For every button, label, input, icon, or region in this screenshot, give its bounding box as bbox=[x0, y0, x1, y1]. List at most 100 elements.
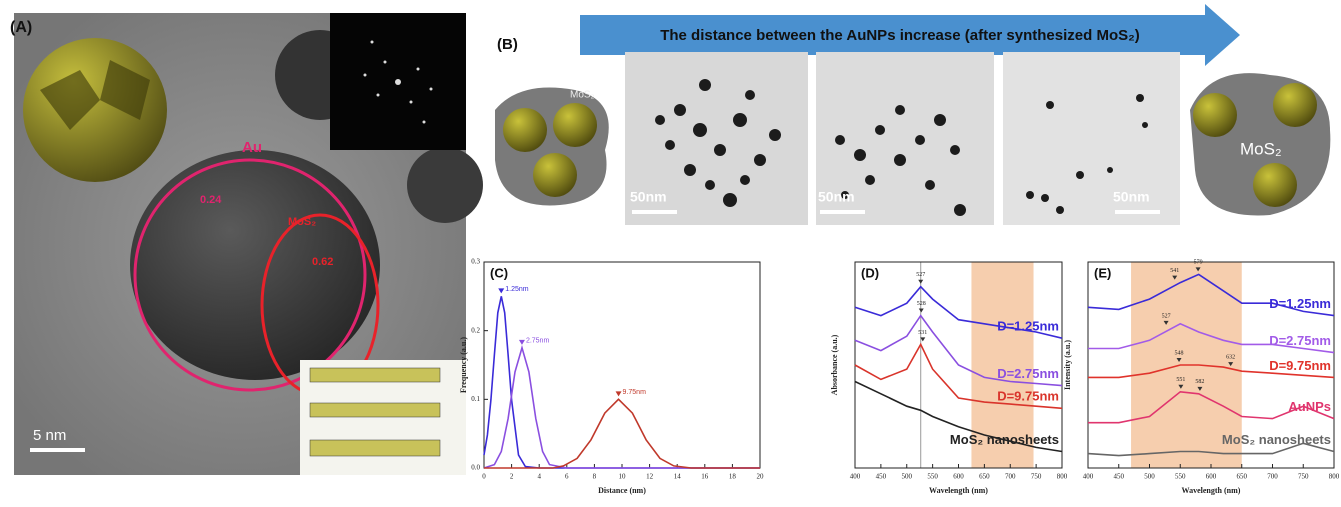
series-label: D=2.75nm bbox=[997, 366, 1059, 381]
scale-label: 5 nm bbox=[33, 427, 66, 444]
scale-bar bbox=[30, 448, 85, 452]
gold-particle bbox=[1193, 93, 1237, 137]
scale-label: 50nm bbox=[630, 189, 667, 205]
x-tick-label: 0 bbox=[482, 473, 486, 481]
x-tick-label: 800 bbox=[1057, 473, 1068, 481]
cartoon-label: MoS₂ bbox=[570, 90, 595, 101]
series-label: AuNPs bbox=[1288, 399, 1331, 414]
x-tick-label: 18 bbox=[729, 473, 737, 481]
x-tick-label: 550 bbox=[927, 473, 938, 481]
x-tick-label: 450 bbox=[1114, 473, 1125, 481]
peak-label: 579 bbox=[1194, 260, 1203, 266]
x-tick-label: 700 bbox=[1267, 473, 1278, 481]
x-tick-label: 700 bbox=[1005, 473, 1016, 481]
series-line bbox=[484, 348, 760, 468]
x-tick-label: 500 bbox=[1144, 473, 1155, 481]
x-tick-label: 2 bbox=[510, 473, 514, 481]
peak-label: 548 bbox=[1175, 350, 1184, 356]
peak-marker bbox=[519, 340, 525, 345]
y-axis-label: Frequency (a.u.) bbox=[459, 337, 468, 393]
series-label: D=2.75nm bbox=[1269, 333, 1331, 348]
x-tick-label: 8 bbox=[593, 473, 597, 481]
peak-label: 541 bbox=[1170, 268, 1179, 274]
series-label: D=9.75nm bbox=[997, 389, 1059, 404]
y-tick-label: 0.2 bbox=[471, 326, 480, 334]
y-axis-label: Intensity (a.u.) bbox=[1063, 340, 1072, 390]
peak-label: 1.25nm bbox=[505, 286, 529, 293]
peak-label: 528 bbox=[917, 301, 926, 307]
gold-particle bbox=[553, 103, 597, 147]
y-tick-label: 0.0 bbox=[471, 464, 480, 472]
panel-label: (B) bbox=[497, 36, 518, 53]
panel-label: (D) bbox=[861, 265, 879, 280]
x-tick-label: 750 bbox=[1298, 473, 1309, 481]
peak-label: 9.75nm bbox=[623, 389, 647, 396]
series-label: MoS₂ nanosheets bbox=[950, 432, 1059, 447]
mos2-label: MoS₂ bbox=[288, 216, 316, 228]
x-tick-label: 800 bbox=[1329, 473, 1340, 481]
series-line bbox=[484, 296, 760, 468]
x-axis-label: Distance (nm) bbox=[598, 486, 646, 495]
gold-particle bbox=[503, 108, 547, 152]
y-axis-label: Absorbance (a.u.) bbox=[830, 334, 839, 395]
x-tick-label: 400 bbox=[850, 473, 861, 481]
series-label: D=1.25nm bbox=[1269, 296, 1331, 311]
series-label: D=1.25nm bbox=[997, 319, 1059, 334]
gold-particle bbox=[533, 153, 577, 197]
series-label: MoS₂ nanosheets bbox=[1222, 432, 1331, 447]
x-tick-label: 650 bbox=[1237, 473, 1248, 481]
x-tick-label: 400 bbox=[1083, 473, 1094, 481]
x-tick-label: 550 bbox=[1175, 473, 1186, 481]
panel-b: (B) The distance between the AuNPs incre… bbox=[495, 4, 1330, 225]
x-tick-label: 450 bbox=[876, 473, 887, 481]
nanoparticle bbox=[407, 147, 483, 223]
x-tick-label: 6 bbox=[565, 473, 569, 481]
peak-label: 527 bbox=[1162, 313, 1171, 319]
x-tick-label: 500 bbox=[902, 473, 913, 481]
x-tick-label: 650 bbox=[979, 473, 990, 481]
gold-particle bbox=[1253, 163, 1297, 207]
peak-label: 582 bbox=[1195, 379, 1204, 385]
x-axis-label: Wavelength (nm) bbox=[929, 486, 988, 495]
tem-image bbox=[1003, 52, 1180, 225]
peak-marker bbox=[616, 391, 622, 396]
peak-marker bbox=[918, 280, 923, 284]
panel-label: (A) bbox=[10, 19, 32, 36]
x-tick-label: 4 bbox=[537, 473, 541, 481]
panel-label: (C) bbox=[490, 265, 508, 280]
scale-label: 50nm bbox=[1113, 189, 1150, 205]
series-line bbox=[484, 399, 760, 468]
au-label: Au bbox=[242, 139, 262, 156]
peak-label: 551 bbox=[1176, 377, 1185, 383]
peak-label: 527 bbox=[916, 272, 925, 278]
x-tick-label: 16 bbox=[701, 473, 709, 481]
au-spacing: 0.24 bbox=[200, 194, 222, 206]
x-tick-label: 20 bbox=[757, 473, 765, 481]
peak-label: 2.75nm bbox=[526, 338, 550, 345]
scale-label: 50nm bbox=[818, 189, 855, 205]
x-axis-label: Wavelength (nm) bbox=[1182, 486, 1241, 495]
gold-particle bbox=[1273, 83, 1317, 127]
x-tick-label: 10 bbox=[619, 473, 627, 481]
charts: (C) 0 2 4 6 8 10 12 14 16 18 20 0.0 0.1 0.2 0.3 Distance… bbox=[459, 258, 1340, 495]
series-label: D=9.75nm bbox=[1269, 358, 1331, 373]
arrow-text: The distance between the AuNPs increase … bbox=[660, 27, 1140, 44]
cartoon-label: MoS₂ bbox=[1240, 139, 1282, 158]
y-tick-label: 0.1 bbox=[471, 395, 480, 403]
x-tick-label: 600 bbox=[1206, 473, 1217, 481]
peak-marker bbox=[919, 309, 924, 313]
x-tick-label: 750 bbox=[1031, 473, 1042, 481]
peak-label: 531 bbox=[918, 330, 927, 336]
x-tick-label: 14 bbox=[674, 473, 682, 481]
peak-label: 632 bbox=[1226, 354, 1235, 360]
y-tick-label: 0.3 bbox=[471, 258, 480, 266]
gold-sphere bbox=[23, 38, 167, 182]
panel-label: (E) bbox=[1094, 265, 1111, 280]
mos2-spacing: 0.62 bbox=[312, 256, 333, 268]
panel-a: (A) Au 0.24 MoS₂ 0.62 5 nm bbox=[10, 13, 483, 475]
layers bbox=[310, 368, 440, 456]
figure: (A) Au 0.24 MoS₂ 0.62 5 nm (B) The dista… bbox=[0, 0, 1341, 502]
x-tick-label: 600 bbox=[953, 473, 964, 481]
x-tick-label: 12 bbox=[646, 473, 654, 481]
peak-marker bbox=[498, 288, 504, 293]
